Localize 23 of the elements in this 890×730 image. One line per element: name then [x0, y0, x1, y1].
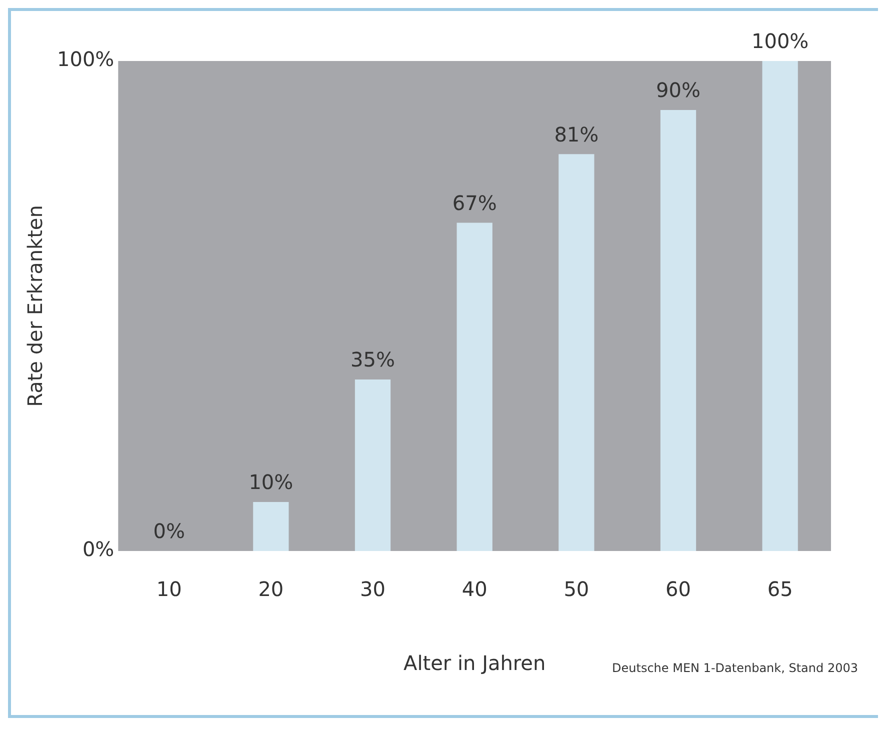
bar — [253, 502, 289, 551]
x-tick-label: 50 — [564, 577, 590, 602]
data-label: 10% — [248, 470, 294, 494]
data-label: 81% — [554, 122, 599, 146]
x-tick-label: 30 — [360, 577, 386, 602]
bar — [354, 380, 391, 551]
data-label: 100% — [751, 29, 809, 54]
x-tick-label: 65 — [767, 577, 793, 602]
bar — [558, 154, 594, 551]
data-label: 0% — [153, 519, 185, 544]
bar — [456, 222, 492, 551]
x-tick-label: 10 — [156, 577, 182, 602]
data-label: 67% — [452, 190, 497, 215]
y-axis-title: Rate der Erkrankten — [23, 205, 48, 407]
data-label: 90% — [656, 78, 700, 102]
x-tick-label: 20 — [258, 577, 284, 602]
data-label: 35% — [350, 348, 395, 372]
x-tick-label: 40 — [462, 577, 488, 602]
x-axis-title: Alter in Jahren — [404, 651, 546, 676]
bar — [762, 61, 798, 551]
text: Deutsche MEN 1-Datenbank, Stand 2003 — [612, 661, 858, 675]
x-tick-label: 60 — [666, 577, 691, 602]
bar — [660, 110, 696, 551]
